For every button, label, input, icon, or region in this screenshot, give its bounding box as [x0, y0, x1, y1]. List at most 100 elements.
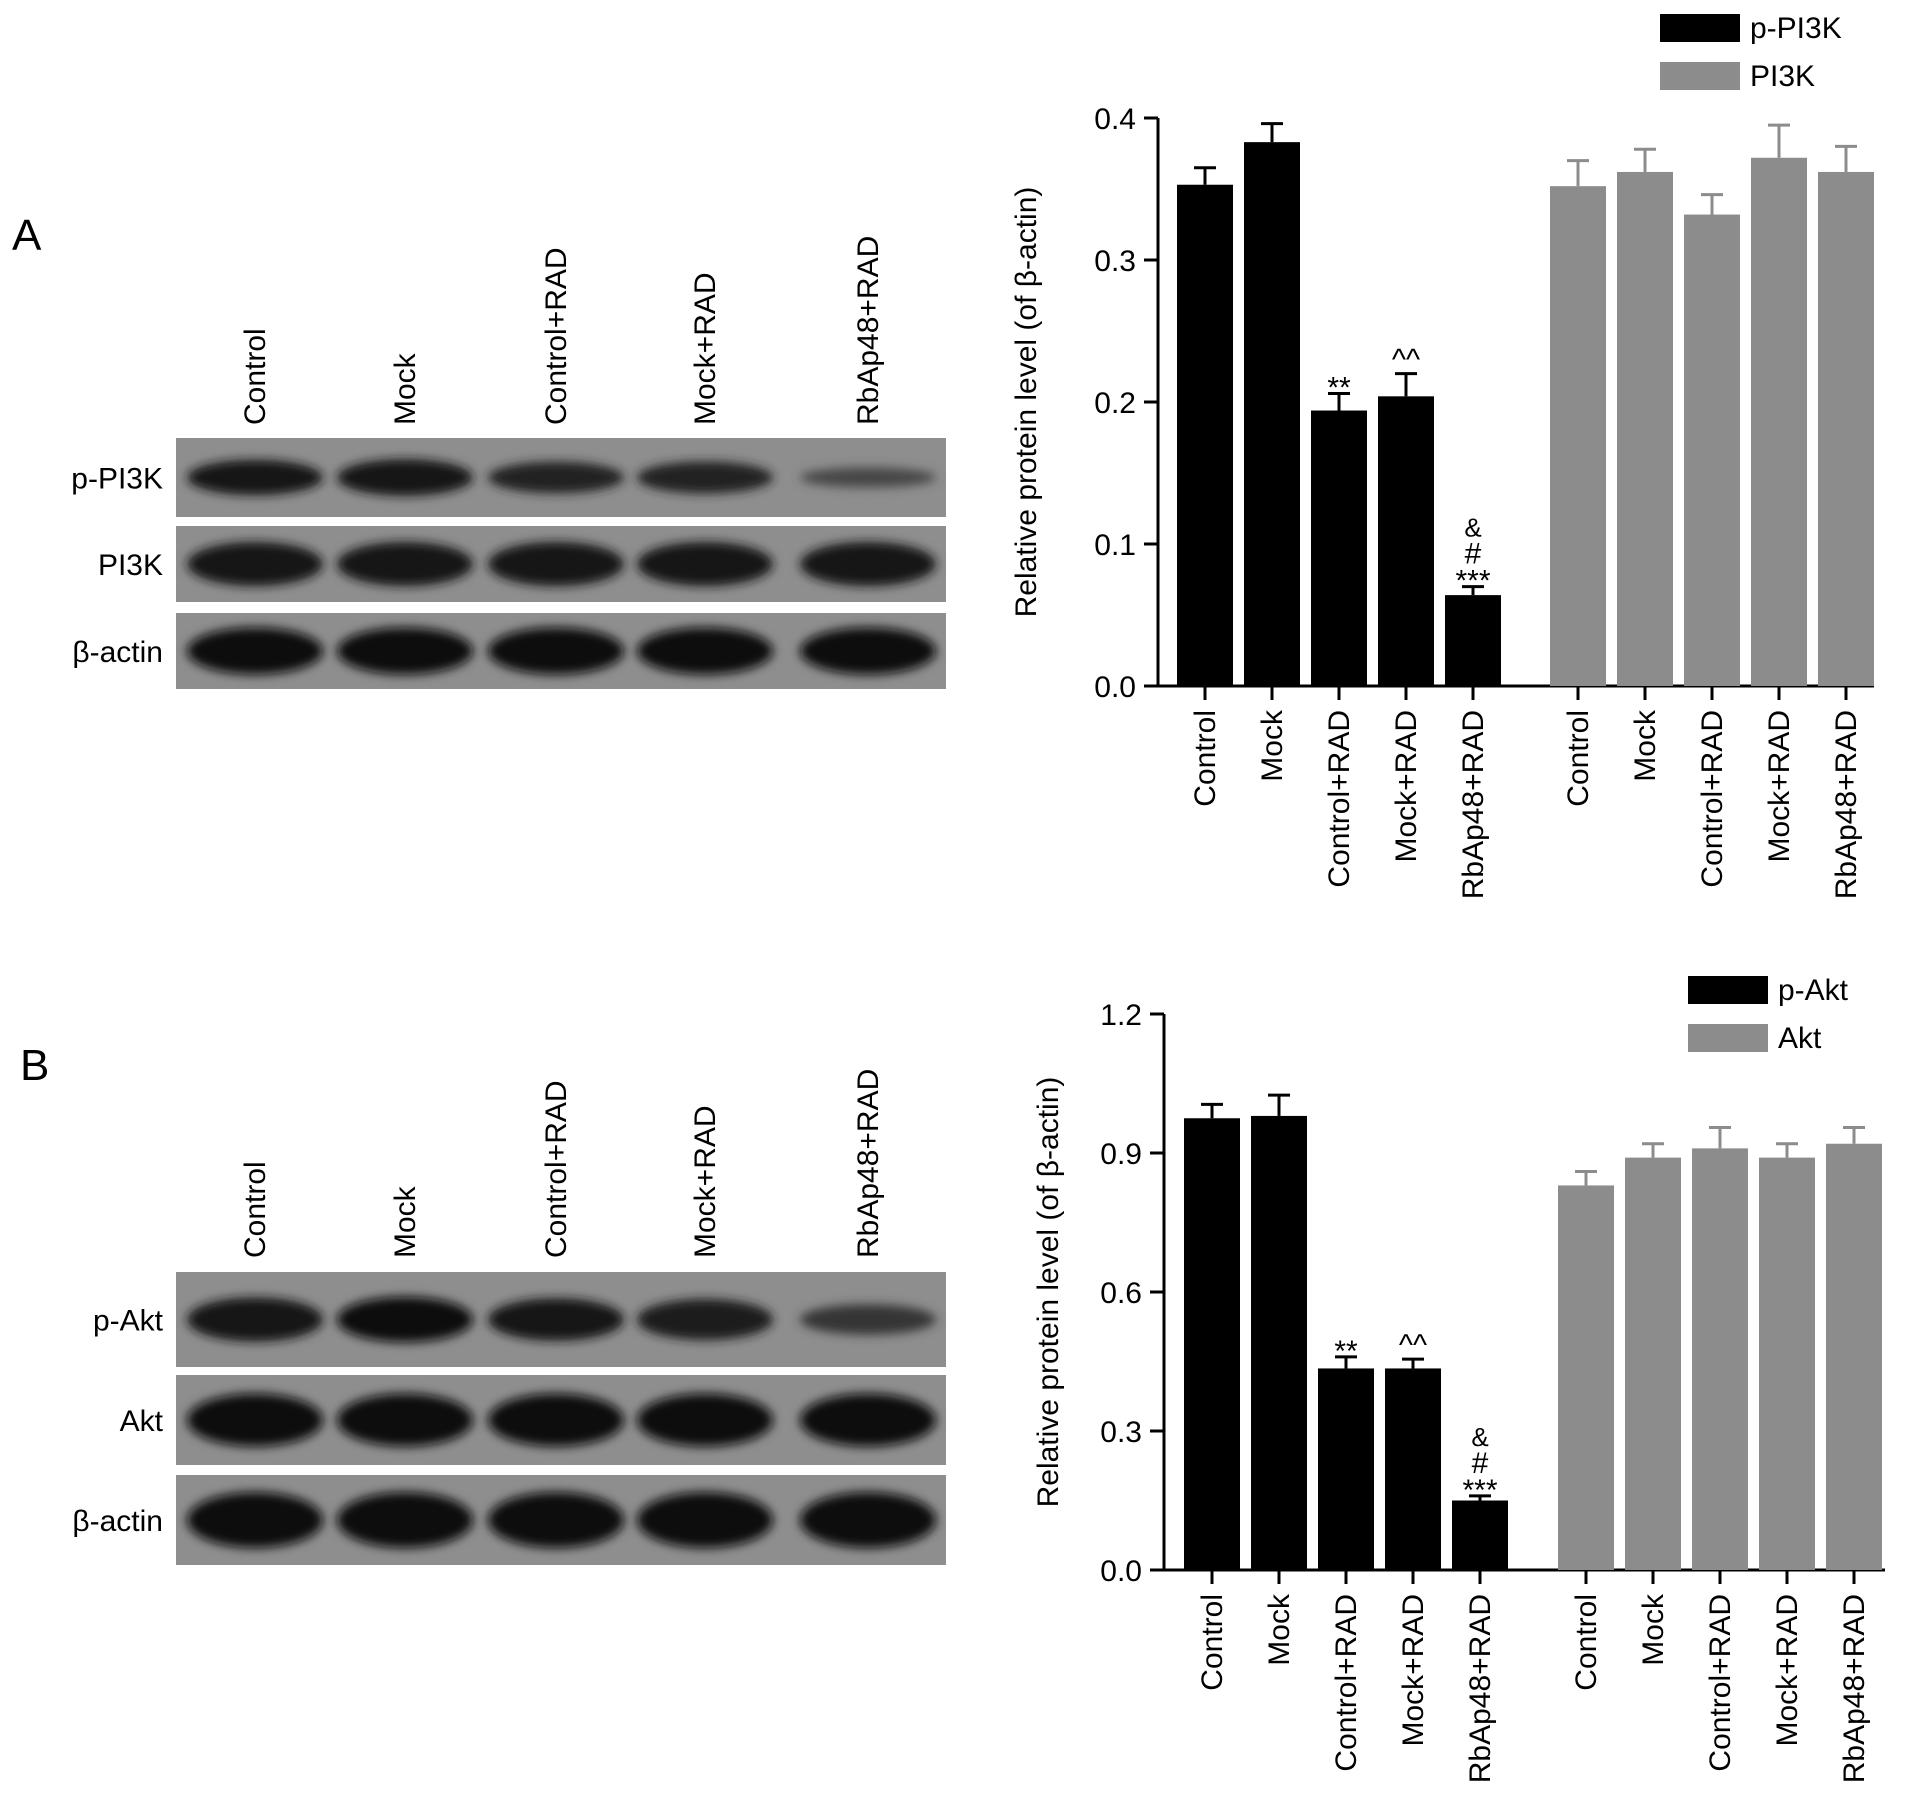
- blot-row-label-beta-actin: β-actin: [72, 1505, 163, 1538]
- blot-row-label-p-akt: p-Akt: [93, 1305, 164, 1338]
- x-tick-label-control: Control: [1189, 710, 1222, 807]
- bar-p-akt-control: [1184, 1118, 1240, 1570]
- blot-band-akt-control-plus-rad: [488, 1393, 624, 1447]
- significance-marker: **: [1334, 1335, 1358, 1368]
- x-tick-label-control-plus-rad: Control+RAD: [1696, 710, 1729, 888]
- x-tick-label-control-plus-rad: Control+RAD: [1323, 710, 1356, 888]
- western-blot-panel-a: Control Mock Control+RAD Mock+RAD RbAp48+RAD…: [71, 236, 946, 689]
- bar-p-akt-rbap48-plus-rad: [1452, 1500, 1508, 1570]
- y-tick-label: 0.0: [1100, 1555, 1142, 1588]
- bar-chart-panel-b: Relative protein level (of β-actin) 0.0 0.…: [1032, 974, 1885, 1783]
- x-tick-label-rbap48-plus-rad: RbAp48+RAD: [1457, 710, 1490, 899]
- lane-label-control: Control: [239, 1161, 272, 1258]
- blot-band-p-pi3k-control-plus-rad: [488, 461, 624, 494]
- blot-band-p-akt-control-plus-rad: [488, 1298, 624, 1341]
- bar-pi3k-control-plus-rad: [1684, 214, 1740, 686]
- blot-band-beta-actin-mock: [337, 1492, 473, 1548]
- blot-band-beta-actin-mock: [337, 627, 473, 675]
- significance-marker: ^^: [1399, 1329, 1427, 1362]
- blot-row-label-beta-actin: β-actin: [72, 636, 163, 669]
- bar-p-akt-mock-plus-rad: [1385, 1368, 1441, 1570]
- legend-label-pi3k: PI3K: [1750, 60, 1815, 93]
- bar-p-pi3k-rbap48-plus-rad: [1445, 595, 1501, 686]
- bar-p-pi3k-mock: [1244, 142, 1300, 686]
- x-tick-label-control: Control: [1196, 1594, 1229, 1691]
- blot-band-pi3k-mock-plus-rad: [637, 541, 773, 587]
- x-tick-label-mock: Mock: [1263, 1593, 1296, 1666]
- blot-band-beta-actin-control-plus-rad: [488, 1492, 624, 1548]
- blot-row-label-p-pi3k: p-PI3K: [71, 463, 163, 496]
- blot-band-p-pi3k-mock: [337, 459, 473, 496]
- significance-marker: ^^: [1392, 344, 1420, 377]
- x-tick-label-rbap48-plus-rad: RbAp48+RAD: [1830, 710, 1863, 899]
- bar-pi3k-mock-plus-rad: [1751, 157, 1807, 686]
- legend-label-p-akt: p-Akt: [1778, 974, 1849, 1007]
- blot-band-beta-actin-rbap48-plus-rad: [800, 627, 936, 675]
- significance-marker: ***: [1455, 565, 1490, 598]
- legend-label-akt: Akt: [1778, 1022, 1822, 1055]
- lane-label-control-plus-rad: Control+RAD: [540, 247, 573, 425]
- blot-band-p-pi3k-mock-plus-rad: [637, 461, 773, 494]
- significance-marker: #: [1472, 1447, 1489, 1480]
- blot-band-p-pi3k-control: [187, 459, 323, 496]
- y-tick-label: 0.1: [1094, 529, 1136, 562]
- blot-band-akt-control: [187, 1393, 323, 1447]
- bar-akt-control-plus-rad: [1692, 1148, 1748, 1570]
- bar-p-akt-mock: [1251, 1115, 1307, 1570]
- significance-marker: ***: [1462, 1474, 1497, 1507]
- x-tick-label-mock: Mock: [1637, 1593, 1670, 1666]
- legend-swatch-p-pi3k: [1660, 14, 1740, 42]
- bar-pi3k-control: [1550, 186, 1606, 686]
- x-tick-label-rbap48-plus-rad: RbAp48+RAD: [1464, 1594, 1497, 1783]
- bar-akt-control: [1558, 1185, 1614, 1570]
- y-tick-label: 1.2: [1100, 999, 1142, 1032]
- x-tick-label-mock-plus-rad: Mock+RAD: [1763, 710, 1796, 863]
- blot-band-pi3k-control: [187, 541, 323, 587]
- y-tick-label: 0.4: [1094, 103, 1136, 136]
- lane-label-mock-plus-rad: Mock+RAD: [689, 1105, 722, 1258]
- y-tick-label: 0.9: [1100, 1138, 1142, 1171]
- bar-p-pi3k-control: [1177, 184, 1233, 687]
- panel-letter-a: A: [12, 211, 42, 260]
- x-tick-label-mock: Mock: [1629, 709, 1662, 782]
- blot-band-p-akt-mock: [337, 1296, 473, 1343]
- blot-band-beta-actin-rbap48-plus-rad: [800, 1492, 936, 1548]
- bar-p-akt-control-plus-rad: [1318, 1368, 1374, 1570]
- y-tick-label: 0.0: [1094, 671, 1136, 704]
- y-axis-label: Relative protein level (of β-actin): [1032, 1077, 1065, 1508]
- blot-band-pi3k-mock: [337, 541, 473, 587]
- y-tick-label: 0.6: [1100, 1277, 1142, 1310]
- blot-band-p-pi3k-rbap48-plus-rad: [800, 467, 936, 488]
- blot-band-beta-actin-control: [187, 1492, 323, 1548]
- x-tick-label-mock-plus-rad: Mock+RAD: [1771, 1594, 1804, 1747]
- bar-p-pi3k-control-plus-rad: [1311, 410, 1367, 686]
- x-tick-label-rbap48-plus-rad: RbAp48+RAD: [1838, 1594, 1871, 1783]
- x-tick-label-mock: Mock: [1256, 709, 1289, 782]
- y-tick-label: 0.2: [1094, 387, 1136, 420]
- y-tick-label: 0.3: [1100, 1416, 1142, 1449]
- panel-letter-b: B: [20, 1041, 49, 1090]
- legend-swatch-pi3k: [1660, 62, 1740, 90]
- bar-pi3k-rbap48-plus-rad: [1818, 171, 1874, 686]
- bar-akt-rbap48-plus-rad: [1826, 1143, 1882, 1570]
- x-tick-label-control-plus-rad: Control+RAD: [1330, 1594, 1363, 1772]
- legend-swatch-p-akt: [1688, 976, 1768, 1004]
- blot-band-akt-rbap48-plus-rad: [800, 1393, 936, 1447]
- bar-p-pi3k-mock-plus-rad: [1378, 396, 1434, 686]
- blot-band-pi3k-control-plus-rad: [488, 541, 624, 587]
- lane-label-rbap48-plus-rad: RbAp48+RAD: [852, 236, 885, 425]
- blot-band-p-akt-control: [187, 1297, 323, 1342]
- blot-band-pi3k-rbap48-plus-rad: [800, 541, 936, 587]
- lane-label-control-plus-rad: Control+RAD: [540, 1080, 573, 1258]
- blot-row-label-akt: Akt: [120, 1405, 164, 1438]
- bar-chart-panel-a: Relative protein level (of β-actin) 0.0 0.…: [1010, 12, 1874, 899]
- significance-marker: &: [1471, 1422, 1488, 1452]
- x-tick-label-control: Control: [1562, 710, 1595, 807]
- lane-label-mock: Mock: [389, 352, 422, 425]
- x-tick-label-mock-plus-rad: Mock+RAD: [1390, 710, 1423, 863]
- legend-label-p-pi3k: p-PI3K: [1750, 12, 1842, 45]
- blot-row-label-pi3k: PI3K: [98, 549, 163, 582]
- y-axis-label: Relative protein level (of β-actin): [1010, 187, 1043, 618]
- legend-swatch-akt: [1688, 1024, 1768, 1052]
